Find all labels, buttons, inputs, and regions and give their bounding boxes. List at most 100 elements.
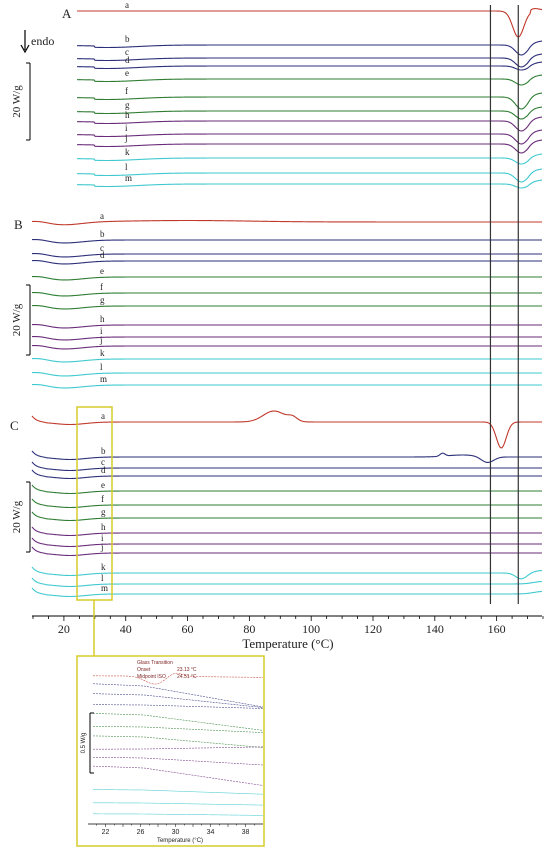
- curve-label: e: [101, 480, 105, 490]
- curve-a-a: [77, 8, 543, 38]
- inset-annotation-title: Glass Transition: [137, 660, 173, 666]
- curve-label: f: [100, 282, 103, 292]
- inset-curve-j: [92, 765, 264, 786]
- inset-x-axis-label: Temperature (°C): [157, 838, 203, 844]
- curve-a-g: [76, 106, 543, 120]
- curve-b-m: [31, 383, 542, 389]
- curve-b-k: [31, 357, 542, 363]
- inset-x-tick-label: 38: [242, 829, 250, 836]
- inset-zoom-chart: 22 26 30 34 38 Glass Transition Onset 23.13 …: [76, 600, 265, 847]
- inset-curve-c: [92, 693, 264, 708]
- inset-curve-a: [93, 672, 264, 685]
- curve-c-e: [31, 484, 542, 495]
- inset-curve-e: [92, 713, 264, 731]
- x-tick-label: 100: [302, 622, 320, 636]
- curve-c-k: [31, 566, 543, 580]
- curve-a-b: [76, 40, 543, 56]
- curve-label: b: [125, 34, 130, 44]
- scale-label: 20 W/g: [11, 85, 23, 118]
- inset-scale-label: 0.5 W/g: [81, 733, 87, 754]
- inset-annotation-midpoint: Midpoint ISO: [137, 674, 166, 680]
- curve-label: e: [100, 266, 104, 276]
- curve-label: g: [101, 507, 106, 517]
- curve-c-i: [31, 537, 542, 548]
- curve-label: h: [125, 110, 130, 120]
- curve-label: c: [100, 243, 104, 253]
- curve-a-j: [76, 139, 543, 154]
- curve-label: j: [124, 133, 128, 143]
- x-tick-label: 20: [58, 622, 70, 636]
- curve-c-c: [31, 461, 542, 472]
- curve-b-d: [31, 259, 542, 265]
- curve-label: l: [100, 362, 103, 372]
- inset-curve-h: [92, 746, 264, 750]
- x-tick-label: 120: [364, 622, 382, 636]
- curve-label: f: [101, 494, 104, 504]
- curve-a-l: [76, 168, 543, 183]
- x-tick-label: 40: [120, 622, 132, 636]
- inset-x-tick-label: 30: [172, 829, 180, 836]
- endo-arrow-head: [20, 44, 30, 54]
- panel-letter-b: B: [14, 217, 23, 232]
- curve-a-f: [76, 92, 543, 110]
- curve-c-j: [31, 546, 542, 557]
- inset-x-tick-label: 34: [207, 829, 215, 836]
- curve-label: h: [100, 314, 105, 324]
- curve-label: b: [100, 229, 105, 239]
- curve-label: k: [125, 147, 130, 157]
- curve-label: c: [101, 457, 105, 467]
- curve-b-l: [31, 371, 542, 377]
- curve-label: m: [100, 374, 107, 384]
- curve-a-c: [76, 53, 543, 68]
- curve-a-m: [76, 179, 543, 189]
- curve-label: m: [101, 583, 108, 593]
- curve-label: j: [100, 542, 104, 552]
- scale-label: 20 W/g: [11, 500, 23, 533]
- inset-curve-k: [92, 789, 264, 795]
- curve-label: k: [100, 348, 105, 358]
- inset-annotation-onset: Onset: [137, 667, 151, 673]
- curve-label: d: [100, 250, 105, 260]
- x-tick-label: 160: [488, 622, 506, 636]
- reference-vertical-lines: [489, 5, 519, 604]
- curve-label: g: [100, 295, 105, 305]
- curve-label: i: [101, 533, 104, 543]
- curve-label: a: [101, 411, 105, 421]
- curve-a-h: [76, 116, 543, 132]
- panel-letter-c: C: [10, 418, 19, 433]
- curve-label: b: [101, 446, 106, 456]
- curve-b-a: [31, 219, 542, 226]
- curve-label: g: [125, 100, 130, 110]
- curve-label: j: [99, 335, 103, 345]
- curve-label: c: [125, 47, 129, 57]
- curve-c-a: [31, 410, 542, 449]
- curve-c-b: [31, 450, 542, 464]
- inset-curve-b: [92, 683, 264, 708]
- curve-b-i: [31, 335, 542, 341]
- inset-curve-d: [93, 704, 264, 709]
- curve-b-e: [31, 275, 542, 281]
- curve-b-b: [31, 238, 542, 244]
- inset-annotation: Glass Transition Onset 23.13 °C Midpoint…: [137, 660, 197, 680]
- x-axis-label: Temperature (°C): [242, 636, 333, 651]
- curve-c-l: [31, 577, 543, 588]
- curve-a-d: [76, 61, 543, 71]
- curve-a-i: [76, 129, 543, 145]
- x-axis: 20 40 60 80 100 120 140 160: [32, 615, 544, 636]
- panel-letter-a: A: [62, 6, 72, 21]
- inset-curve-m: [93, 813, 264, 816]
- inset-curve-f: [92, 726, 264, 733]
- inset-x-tick-label: 22: [102, 829, 110, 836]
- curve-b-h: [31, 323, 542, 329]
- curve-label: d: [125, 55, 130, 65]
- inset-curve-i: [92, 756, 264, 766]
- curve-label: d: [101, 465, 106, 475]
- x-tick-label: 140: [426, 622, 444, 636]
- inset-annotation-onset-value: 23.13 °C: [177, 667, 197, 673]
- curve-label: a: [100, 211, 104, 221]
- x-tick-label: 80: [243, 622, 255, 636]
